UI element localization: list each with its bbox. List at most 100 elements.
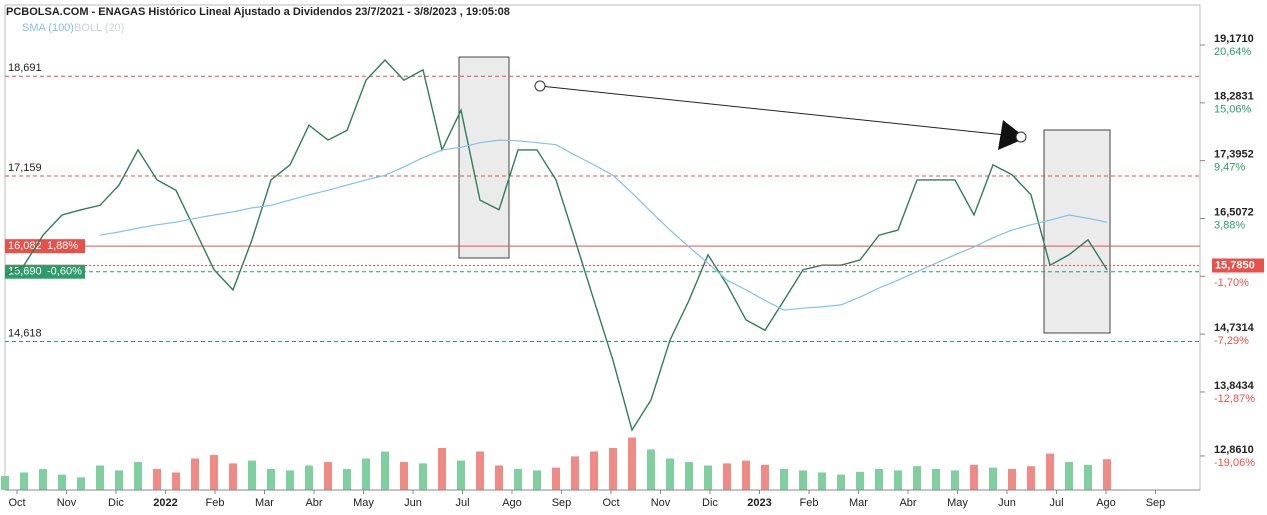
volume-bar — [989, 467, 997, 490]
volume-bar — [172, 472, 180, 490]
y-tick-pct: -19,06% — [1214, 457, 1255, 469]
volume-bar — [742, 460, 750, 490]
volume-bar — [96, 465, 104, 490]
volume-bar — [533, 470, 541, 490]
volume-bar — [647, 449, 655, 490]
x-tick-label: Sep — [552, 497, 572, 509]
y-tick-label: 19,1710 — [1214, 33, 1254, 45]
y-tick-pct: 9,47% — [1214, 162, 1245, 174]
x-tick-label: Feb — [800, 497, 819, 509]
volume-bar — [343, 469, 351, 490]
level-box — [5, 239, 85, 254]
arrow-anchor — [534, 80, 546, 92]
x-tick-label: 2023 — [747, 497, 771, 509]
volume-bar — [685, 462, 693, 490]
volume-bar — [1008, 469, 1016, 490]
volume-bar — [153, 469, 161, 490]
volume-bar — [590, 451, 598, 490]
x-tick-label: Dic — [702, 497, 718, 509]
y-tick-pct: 3,88% — [1214, 219, 1245, 231]
level-pct: -0,60% — [47, 266, 82, 278]
x-tick-label: Jul — [455, 497, 469, 509]
volume-bar — [210, 455, 218, 490]
y-tick-label: 13,8434 — [1214, 380, 1255, 392]
volume-bar — [400, 462, 408, 490]
arrow-head — [998, 120, 1026, 150]
volume-bar — [1084, 464, 1092, 490]
y-tick-pct: -1,70% — [1214, 277, 1249, 289]
volume-bar — [134, 462, 142, 490]
volume-bar — [476, 451, 484, 490]
volume-bar — [229, 463, 237, 490]
x-tick-label: Abr — [305, 497, 322, 509]
x-tick-label: Sep — [1146, 497, 1166, 509]
y-tick-pct: 20,64% — [1214, 46, 1252, 58]
level-label: 14,618 — [8, 327, 42, 339]
level-label: 16,082 — [8, 240, 42, 252]
volume-bar — [1065, 462, 1073, 490]
x-tick-label: Jun — [998, 497, 1016, 509]
plot-frame — [4, 4, 1201, 491]
y-tick-pct: 15,06% — [1214, 104, 1252, 116]
volume-bar — [628, 437, 636, 490]
x-tick-label: Dic — [108, 497, 124, 509]
x-tick-label: Mar — [255, 497, 274, 509]
x-tick-label: Feb — [206, 497, 225, 509]
sma-line — [99, 139, 1108, 311]
volume-bar — [20, 472, 28, 490]
x-tick-label: Jul — [1049, 497, 1063, 509]
x-tick-label: Mar — [849, 497, 868, 509]
level-box — [5, 264, 85, 279]
volume-bar — [419, 463, 427, 490]
volume-bar — [514, 469, 522, 490]
volume-bar — [552, 467, 560, 490]
volume-bar — [39, 469, 47, 490]
level-label: 17,159 — [8, 162, 42, 174]
volume-bar — [913, 466, 921, 490]
x-tick-label: Ago — [502, 497, 522, 509]
x-tick-label: Oct — [602, 497, 619, 509]
x-tick-label: May — [353, 497, 374, 509]
volume-bar — [438, 448, 446, 490]
volume-bar — [267, 469, 275, 490]
volume-bar — [875, 469, 883, 490]
volume-bar — [286, 470, 294, 490]
volume-bar — [1, 476, 9, 490]
volume-bar — [723, 463, 731, 490]
level-label: 18,691 — [8, 62, 42, 74]
y-tick-label: 18,2831 — [1214, 91, 1254, 103]
volume-bar — [761, 464, 769, 490]
volume-bar — [1027, 466, 1035, 490]
level-pct: 1,88% — [47, 240, 78, 252]
volume-bar — [818, 472, 826, 490]
volume-bar — [666, 458, 674, 490]
y-tick-label: 16,5072 — [1214, 206, 1254, 218]
volume-bar — [1103, 459, 1111, 490]
volume-bar — [609, 448, 617, 490]
x-tick-label: Nov — [651, 497, 671, 509]
volume-bar — [951, 470, 959, 490]
indicator-label: SMA (100) — [22, 22, 74, 34]
volume-bar — [704, 465, 712, 490]
x-tick-label: Jun — [404, 497, 422, 509]
volume-bar — [856, 471, 864, 490]
highlight-box — [1043, 129, 1111, 334]
volume-bar — [894, 470, 902, 490]
volume-bar — [381, 451, 389, 490]
x-tick-label: Oct — [8, 497, 25, 509]
x-tick-label: 2022 — [153, 497, 177, 509]
last-box — [1212, 258, 1264, 273]
volume-bar — [1046, 453, 1054, 490]
volume-bar — [932, 469, 940, 490]
volume-bar — [457, 460, 465, 490]
volume-bar — [77, 477, 85, 490]
arrow-anchor — [1015, 131, 1027, 143]
x-tick-label: Ago — [1096, 497, 1116, 509]
volume-bar — [799, 470, 807, 490]
highlight-box — [458, 56, 510, 259]
volume-bar — [571, 456, 579, 490]
volume-bar — [115, 470, 123, 490]
volume-bar — [305, 465, 313, 490]
volume-bar — [248, 460, 256, 490]
